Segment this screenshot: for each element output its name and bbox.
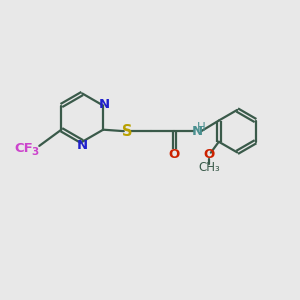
Text: 3: 3 [31, 147, 38, 158]
Text: H: H [196, 121, 205, 134]
Text: O: O [169, 148, 180, 161]
Text: S: S [122, 124, 133, 139]
Text: O: O [204, 148, 215, 161]
Text: CF: CF [15, 142, 33, 155]
Text: N: N [99, 98, 110, 111]
Text: N: N [77, 139, 88, 152]
Text: N: N [192, 125, 203, 138]
Text: CH₃: CH₃ [199, 161, 220, 174]
